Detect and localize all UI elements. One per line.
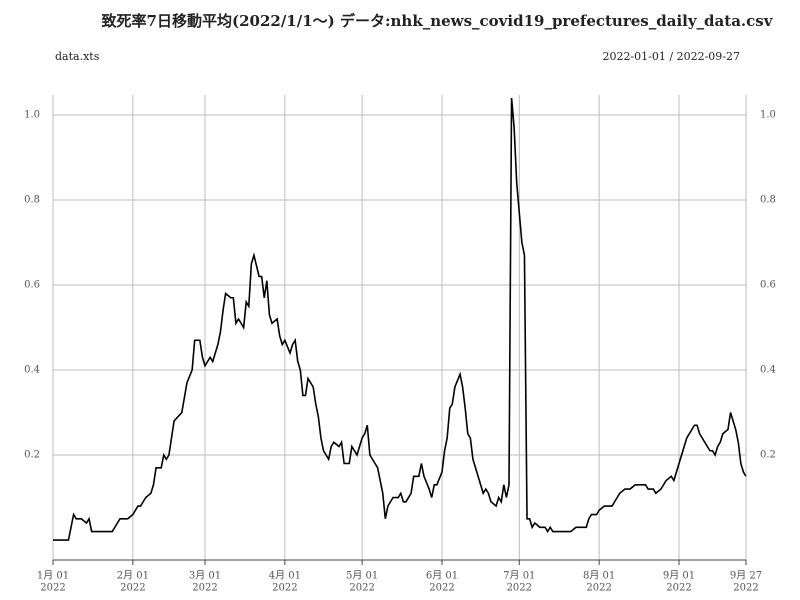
x-tick-label: 7月 01 [503, 570, 535, 582]
x-tick-label-year: 2022 [349, 583, 374, 594]
y-tick-label: 1.0 [24, 109, 40, 120]
date-range: 2022-01-01 / 2022-09-27 [602, 50, 740, 63]
chart-subtitle: data.xts [55, 50, 100, 63]
x-tick-label: 8月 01 [583, 570, 615, 582]
x-tick-label: 5月 01 [346, 570, 378, 582]
x-tick-label: 9月 01 [663, 570, 695, 582]
x-tick-label: 3月 01 [189, 570, 221, 582]
x-tick-label: 1月 01 [37, 570, 69, 582]
y-tick-label: 0.6 [24, 279, 40, 290]
y-tick-label-right: 0.8 [760, 194, 776, 205]
chart-title: 致死率7日移動平均(2022/1/1〜) データ:nhk_news_covid1… [102, 12, 774, 30]
x-tick-label-year: 2022 [120, 583, 145, 594]
x-tick-label-year: 2022 [429, 583, 454, 594]
x-tick-label-year: 2022 [272, 583, 297, 594]
x-tick-label: 4月 01 [269, 570, 301, 582]
x-tick-label-year: 2022 [733, 583, 758, 594]
y-tick-label-right: 0.4 [760, 365, 776, 376]
x-tick-label-year: 2022 [507, 583, 532, 594]
x-tick-label: 9月 27 [730, 570, 762, 582]
x-tick-label-year: 2022 [586, 583, 611, 594]
y-tick-label-right: 0.2 [760, 450, 776, 461]
x-tick-label: 6月 01 [426, 570, 458, 582]
y-tick-label: 0.4 [24, 365, 40, 376]
y-tick-label-right: 1.0 [760, 109, 776, 120]
x-tick-label-year: 2022 [666, 583, 691, 594]
y-tick-label-right: 0.6 [760, 279, 776, 290]
x-tick-label-year: 2022 [192, 583, 217, 594]
x-tick-label-year: 2022 [40, 583, 65, 594]
y-tick-label: 0.2 [24, 450, 40, 461]
y-tick-label: 0.8 [24, 194, 40, 205]
x-tick-label: 2月 01 [117, 570, 149, 582]
line-series [53, 97, 747, 541]
